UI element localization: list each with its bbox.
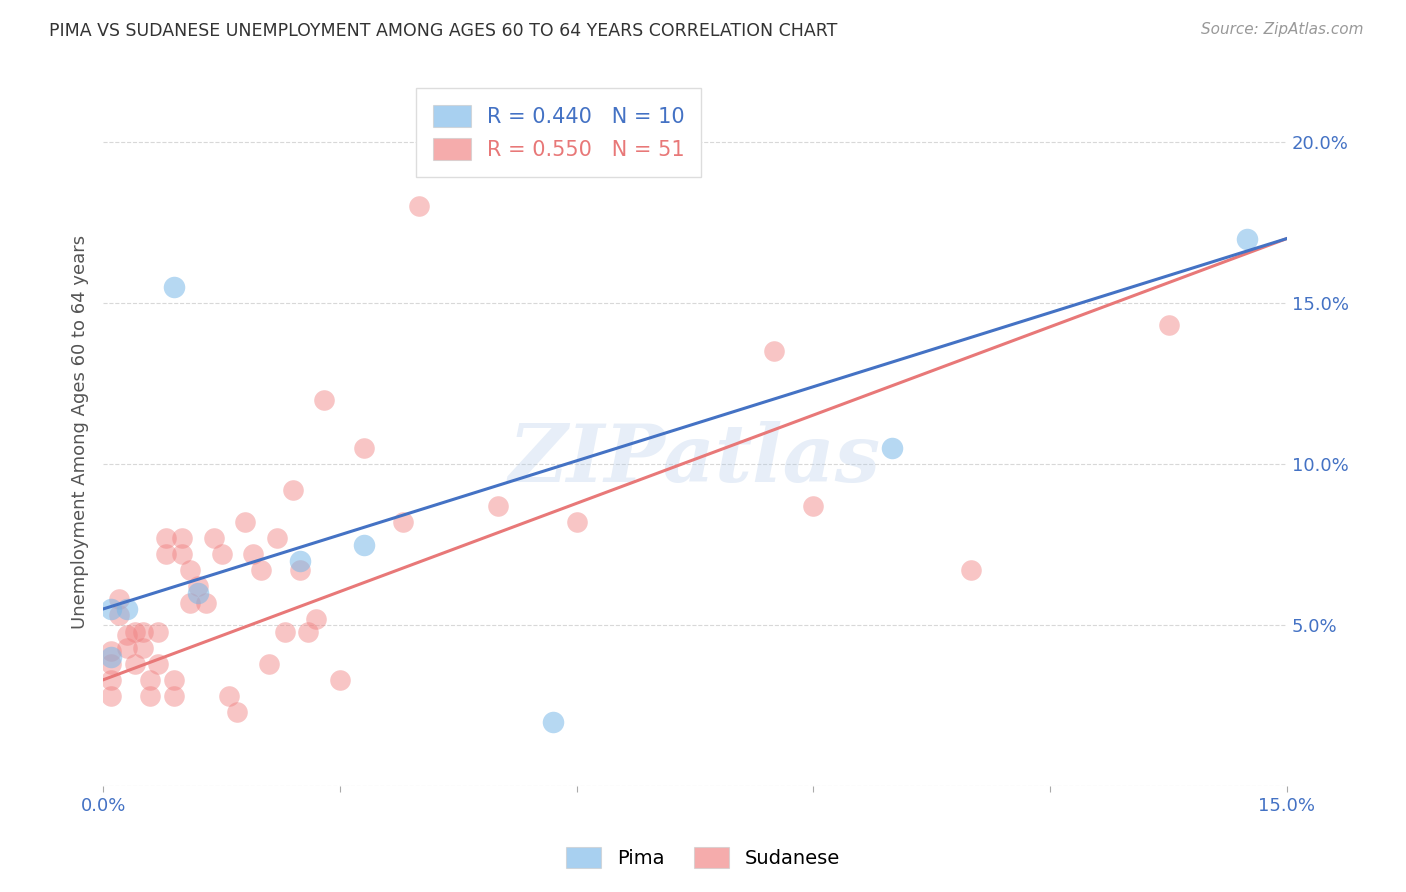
- Text: Source: ZipAtlas.com: Source: ZipAtlas.com: [1201, 22, 1364, 37]
- Point: [148, 657, 170, 671]
- Text: PIMA VS SUDANESE UNEMPLOYMENT AMONG AGES 60 TO 64 YEARS CORRELATION CHART: PIMA VS SUDANESE UNEMPLOYMENT AMONG AGES…: [49, 22, 838, 40]
- Point: [139, 673, 162, 687]
- Point: [882, 441, 904, 455]
- Point: [179, 563, 201, 577]
- Point: [242, 547, 264, 561]
- Point: [108, 608, 131, 623]
- Point: [170, 531, 193, 545]
- Point: [163, 280, 186, 294]
- Point: [194, 595, 217, 609]
- Point: [290, 563, 312, 577]
- Point: [408, 199, 430, 213]
- Point: [148, 624, 170, 639]
- Point: [124, 624, 146, 639]
- Point: [290, 554, 312, 568]
- Point: [353, 441, 375, 455]
- Point: [187, 579, 209, 593]
- Point: [124, 657, 146, 671]
- Point: [170, 547, 193, 561]
- Legend: Pima, Sudanese: Pima, Sudanese: [557, 838, 849, 878]
- Point: [100, 689, 122, 703]
- Point: [803, 499, 825, 513]
- Point: [100, 644, 122, 658]
- Point: [1236, 231, 1258, 245]
- Point: [131, 624, 153, 639]
- Point: [273, 624, 295, 639]
- Point: [163, 673, 186, 687]
- Point: [392, 515, 415, 529]
- Point: [100, 650, 122, 665]
- Point: [131, 640, 153, 655]
- Point: [163, 689, 186, 703]
- Text: ZIPatlas: ZIPatlas: [509, 421, 882, 499]
- Point: [187, 586, 209, 600]
- Point: [115, 628, 138, 642]
- Point: [762, 344, 785, 359]
- Point: [218, 689, 240, 703]
- Point: [486, 499, 509, 513]
- Point: [115, 602, 138, 616]
- Point: [179, 595, 201, 609]
- Point: [314, 392, 336, 407]
- Point: [115, 640, 138, 655]
- Point: [1157, 318, 1180, 333]
- Point: [226, 705, 249, 719]
- Point: [211, 547, 233, 561]
- Point: [202, 531, 225, 545]
- Point: [329, 673, 352, 687]
- Y-axis label: Unemployment Among Ages 60 to 64 years: Unemployment Among Ages 60 to 64 years: [72, 235, 89, 629]
- Point: [155, 547, 177, 561]
- Point: [100, 673, 122, 687]
- Point: [353, 537, 375, 551]
- Point: [960, 563, 983, 577]
- Point: [155, 531, 177, 545]
- Point: [305, 612, 328, 626]
- Point: [297, 624, 319, 639]
- Point: [100, 602, 122, 616]
- Point: [233, 515, 256, 529]
- Point: [281, 483, 304, 497]
- Point: [139, 689, 162, 703]
- Point: [250, 563, 273, 577]
- Legend: R = 0.440   N = 10, R = 0.550   N = 51: R = 0.440 N = 10, R = 0.550 N = 51: [416, 87, 702, 177]
- Point: [541, 714, 564, 729]
- Point: [565, 515, 588, 529]
- Point: [266, 531, 288, 545]
- Point: [108, 592, 131, 607]
- Point: [100, 657, 122, 671]
- Point: [257, 657, 280, 671]
